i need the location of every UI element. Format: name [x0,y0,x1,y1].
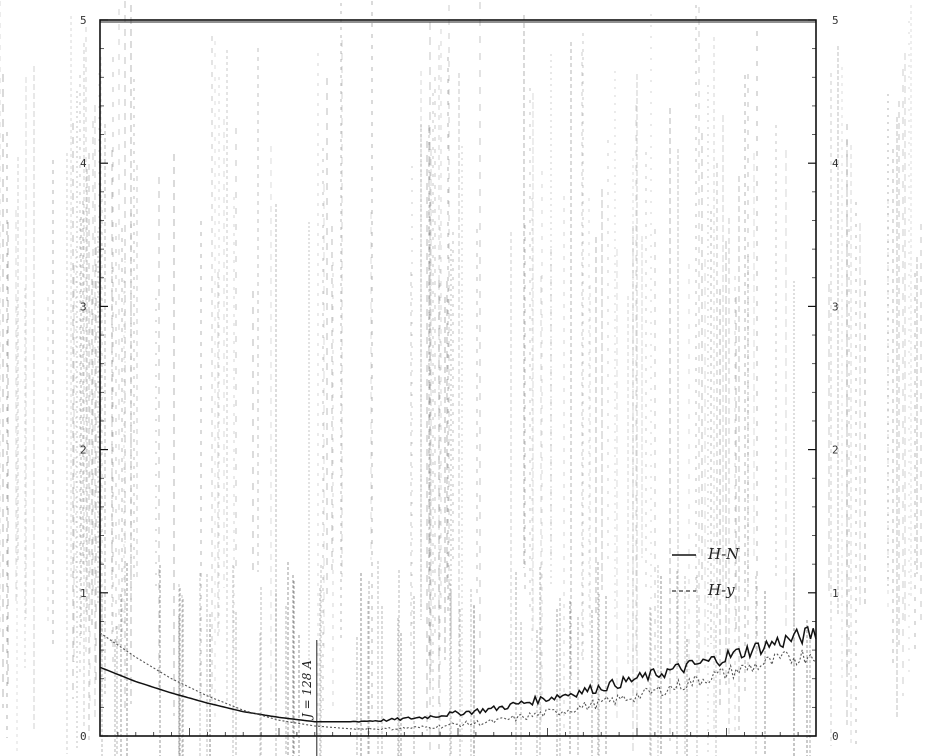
y-tick-label-left: 3 [80,300,87,313]
annotation-layer: J = 128 A [300,640,317,756]
plot-frame [100,20,816,736]
y-axis-right: 0 1 2 3 4 5 [808,14,839,743]
y-tick-label-right: 3 [832,300,839,313]
y-tick-label-right: 4 [832,157,839,170]
minor-ticks [100,49,816,736]
y-tick-label-right: 1 [832,587,839,600]
y-tick-label-right: 5 [832,14,839,27]
y-tick-label-left: 1 [80,587,87,600]
y-tick-label-right: 0 [832,730,839,743]
y-tick-label-left: 0 [80,730,87,743]
y-tick-label-left: 5 [80,14,87,27]
legend-label-h-n: H-N [707,545,740,563]
y-tick-label-right: 2 [832,444,839,457]
y-tick-label-left: 4 [80,157,87,170]
annotation-label: J = 128 A [300,660,314,721]
legend-label-h-y: H-y [707,581,735,599]
y-tick-label-left: 2 [80,444,87,457]
legend: H-N H-y [672,545,740,599]
